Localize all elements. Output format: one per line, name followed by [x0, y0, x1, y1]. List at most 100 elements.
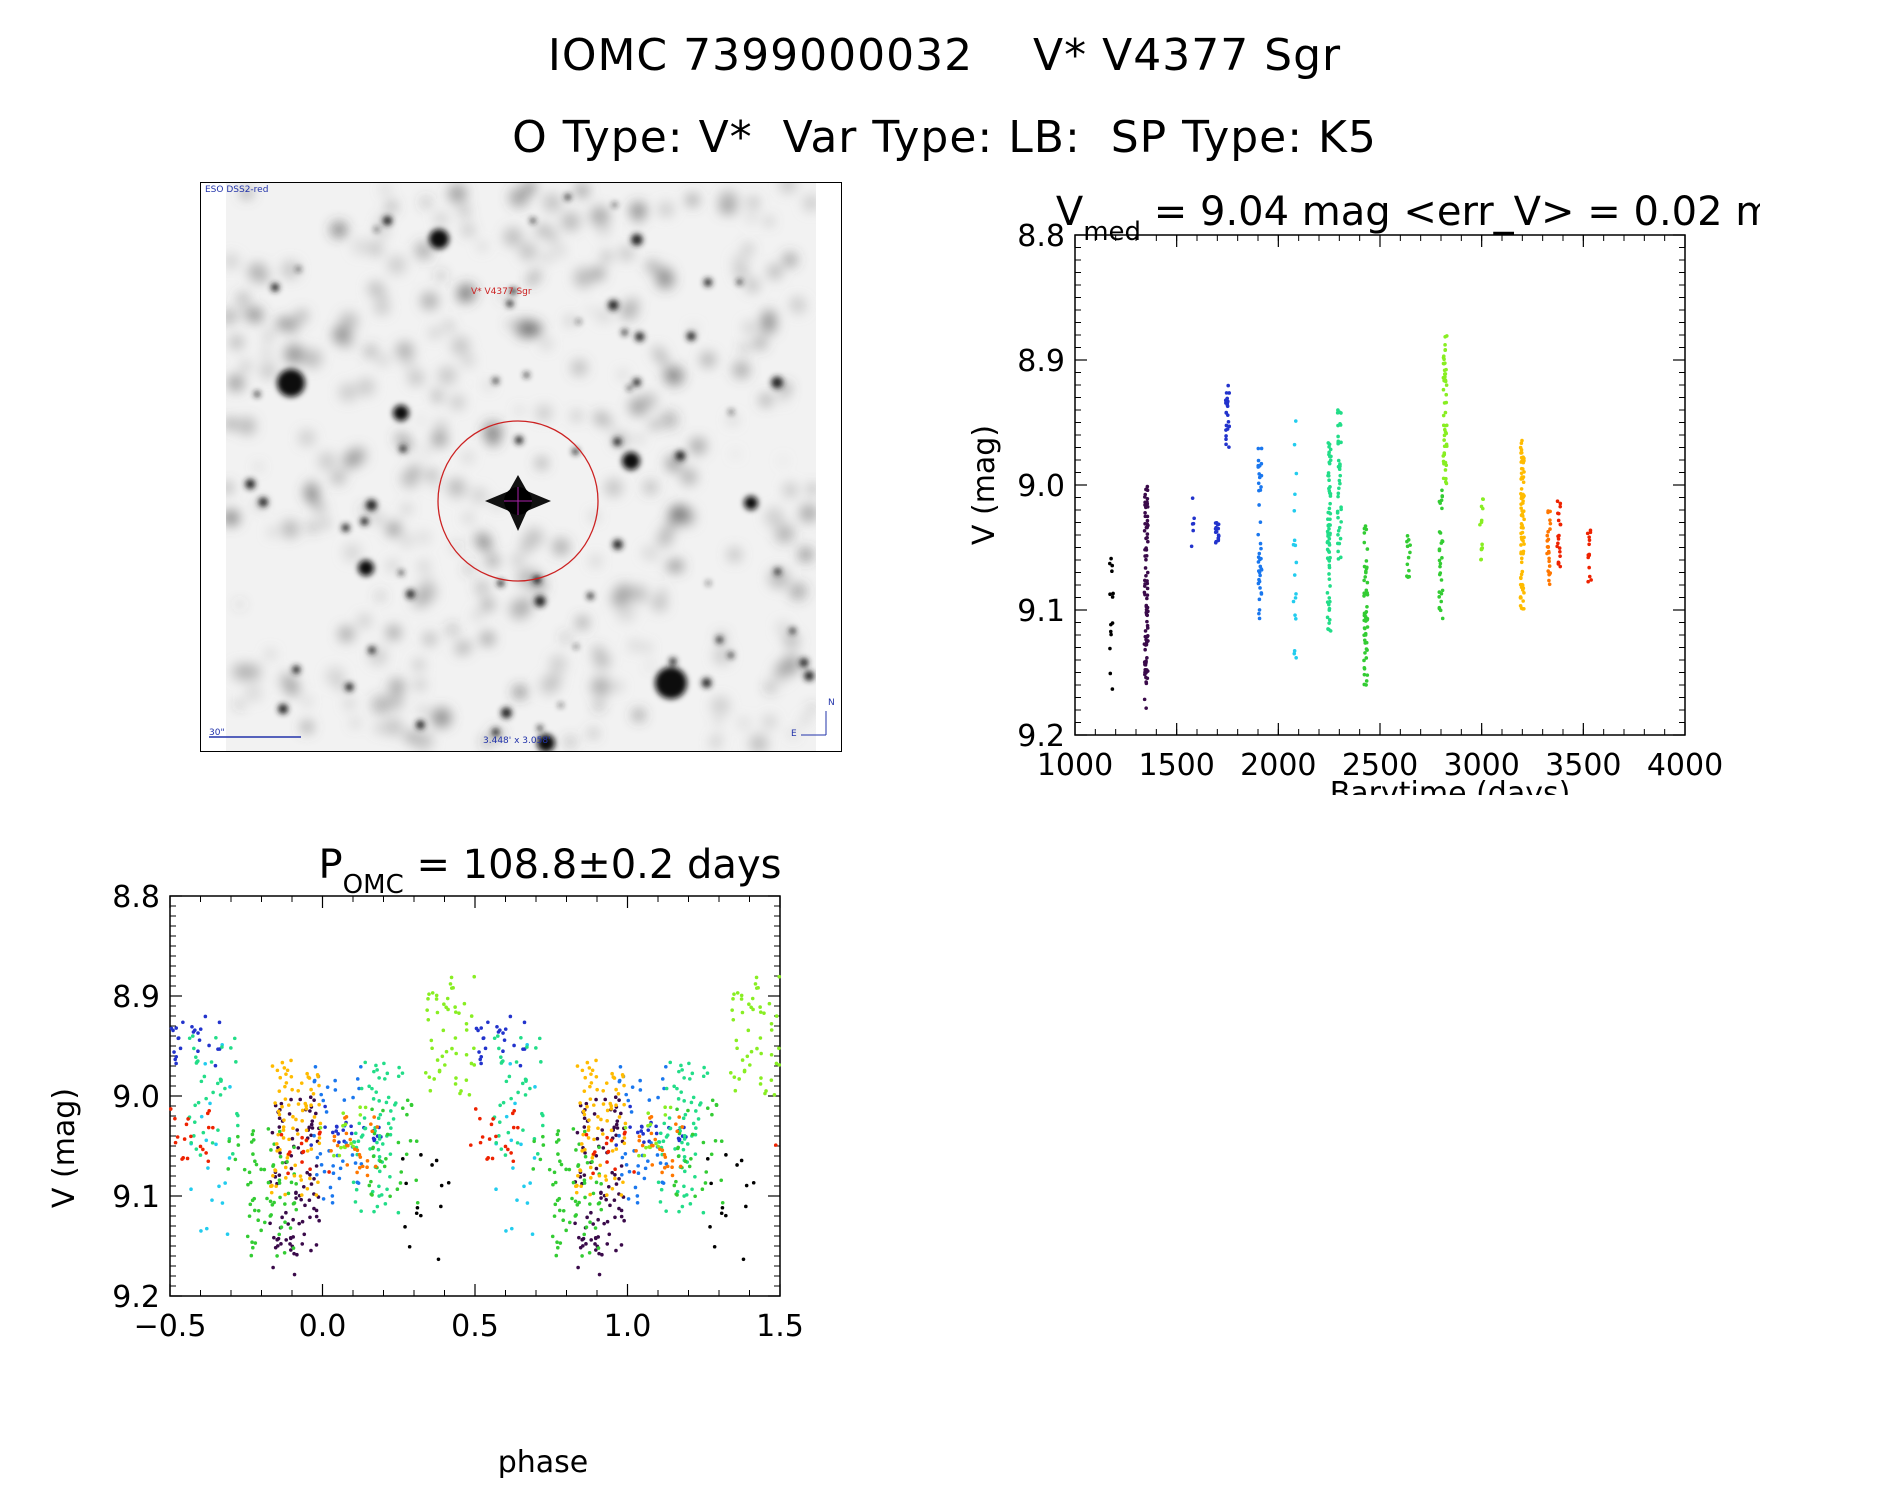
lc-point [1587, 542, 1591, 547]
lc-point [1521, 475, 1526, 479]
lc-point [1443, 348, 1448, 352]
ph-point [276, 1132, 280, 1137]
ph-point [370, 1086, 374, 1091]
faint-star [727, 652, 734, 659]
ph-point [658, 1131, 663, 1136]
ph-point [616, 1092, 621, 1096]
faint-star [576, 319, 581, 324]
ph-point [334, 1124, 339, 1129]
ph-point [279, 1132, 284, 1137]
ph-point [605, 1160, 609, 1164]
faint-star [631, 233, 643, 246]
sky-blob [759, 393, 773, 407]
ph-point [204, 1096, 208, 1101]
ph-point [430, 1163, 434, 1167]
faint-star [277, 703, 289, 715]
ph-point [670, 1159, 675, 1163]
sky-blob [374, 723, 385, 734]
ph-point [309, 1147, 314, 1151]
ph-point [496, 1030, 501, 1034]
sky-blob [588, 728, 599, 739]
lc-point [1442, 401, 1447, 405]
lc-point [1109, 556, 1113, 561]
ph-point [564, 1228, 568, 1233]
sky-blob [635, 434, 644, 443]
ph-point [628, 1104, 632, 1109]
sky-blob [765, 681, 777, 693]
sky-blob [710, 737, 722, 749]
ph-point [253, 1159, 257, 1164]
ph-point [584, 1242, 588, 1246]
faint-star [675, 450, 686, 462]
ph-point [523, 1077, 528, 1082]
sky-blob [686, 193, 699, 207]
lc-point [1107, 561, 1112, 566]
sky-blob [690, 325, 698, 333]
lc-point [1519, 466, 1524, 471]
ph-point [389, 1109, 393, 1113]
lc-point [1142, 529, 1147, 533]
ph-point [619, 1214, 624, 1219]
ph-point [283, 1097, 288, 1101]
sky-blob [255, 463, 262, 470]
sky-blob [503, 227, 523, 247]
faint-star [534, 595, 546, 607]
ph-point [400, 1106, 405, 1111]
lc-point [1521, 539, 1525, 543]
sky-blob [286, 682, 300, 696]
sky-blob [265, 649, 276, 660]
ph-point [370, 1129, 375, 1134]
ph-point [453, 1082, 458, 1086]
ph-point [530, 1232, 535, 1237]
ph-point [662, 1121, 667, 1126]
ph-point [430, 1046, 434, 1051]
ph-point [622, 1132, 627, 1136]
lc-point [1437, 530, 1442, 534]
ph-point [508, 1061, 513, 1066]
ph-point [435, 1010, 440, 1015]
sky-blob [414, 241, 433, 260]
sky-blob [576, 616, 589, 630]
ph-point [268, 1221, 272, 1226]
faint-star [529, 217, 536, 224]
lc-point [1327, 486, 1331, 491]
lc-point [1224, 442, 1228, 447]
ph-point [614, 1248, 618, 1253]
ph-point [777, 974, 782, 979]
ph-point [674, 1122, 678, 1126]
ph-point [379, 1193, 384, 1197]
ph-point [588, 1097, 593, 1101]
ph-point [295, 1252, 299, 1257]
ph-point [427, 992, 431, 996]
ph-point [382, 1061, 386, 1066]
ph-point [277, 1129, 282, 1134]
ph-point [664, 1135, 669, 1139]
lc-point [1479, 504, 1484, 509]
ph-point [321, 1098, 326, 1103]
ph-point [344, 1131, 349, 1136]
faint-star [632, 378, 641, 387]
lc-point [1328, 629, 1333, 633]
sky-blob [357, 378, 375, 396]
ph-point [516, 1090, 520, 1095]
bright-star [744, 496, 758, 510]
ph-point [668, 1060, 673, 1065]
faint-star [558, 702, 563, 708]
ph-point [519, 1035, 523, 1040]
ph-point [275, 1068, 280, 1073]
faint-star [344, 682, 354, 692]
ph-point [213, 1063, 218, 1068]
ph-point [555, 1240, 559, 1245]
lc-title-sub: med [1083, 217, 1141, 247]
ph-point [372, 1131, 377, 1136]
lc-point [1546, 509, 1550, 513]
sky-blob [357, 614, 372, 628]
sky-blob [652, 346, 664, 359]
ph-point [518, 1063, 523, 1068]
faint-star [728, 409, 734, 415]
ph-point [296, 1146, 301, 1150]
ph-point [734, 1038, 739, 1043]
sky-blob [564, 736, 576, 748]
lc-point [1256, 446, 1261, 451]
ph-point [259, 1228, 263, 1233]
